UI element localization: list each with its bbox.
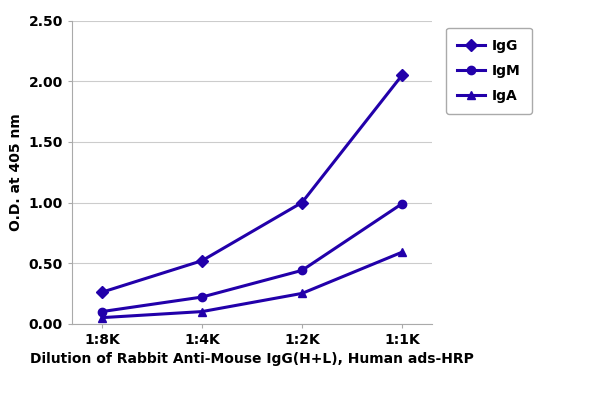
IgM — [398, 201, 406, 206]
Line: IgM: IgM — [98, 200, 406, 316]
IgM — [298, 268, 305, 273]
IgG — [398, 73, 406, 78]
IgG — [199, 258, 206, 263]
IgM — [199, 295, 206, 300]
IgA — [98, 315, 106, 320]
IgM — [98, 309, 106, 314]
Legend: IgG, IgM, IgA: IgG, IgM, IgA — [446, 28, 532, 114]
Line: IgA: IgA — [98, 248, 406, 322]
Line: IgG: IgG — [98, 71, 406, 296]
IgA — [398, 250, 406, 255]
X-axis label: Dilution of Rabbit Anti-Mouse IgG(H+L), Human ads-HRP: Dilution of Rabbit Anti-Mouse IgG(H+L), … — [30, 352, 474, 366]
IgA — [199, 309, 206, 314]
IgG — [98, 290, 106, 295]
IgA — [298, 291, 305, 296]
IgG — [298, 200, 305, 205]
Y-axis label: O.D. at 405 nm: O.D. at 405 nm — [9, 113, 23, 231]
